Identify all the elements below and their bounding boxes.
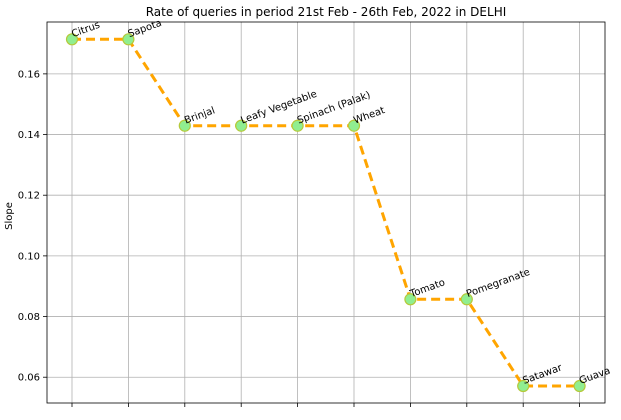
data-point — [122, 33, 135, 46]
data-point — [517, 379, 530, 393]
point-label: Satawar — [521, 362, 564, 387]
data-point — [404, 293, 417, 306]
plot-frame — [46, 21, 606, 404]
point-label: Tomato — [408, 277, 447, 300]
y-tick-label: 0.14 — [18, 130, 40, 141]
data-point — [178, 119, 191, 132]
data-point — [235, 119, 248, 132]
data-points — [65, 33, 586, 393]
point-label: Brinjal — [183, 105, 217, 126]
data-point — [291, 119, 304, 132]
y-tick-label: 0.08 — [18, 312, 40, 323]
y-tick-label: 0.16 — [18, 69, 40, 80]
chart-title: Rate of queries in period 21st Feb - 26t… — [146, 5, 507, 19]
y-axis-label: Slope — [4, 202, 15, 230]
y-tick-label: 0.10 — [18, 251, 40, 262]
point-label: Sapota — [127, 18, 164, 40]
point-label: Citrus — [70, 20, 101, 40]
grid-lines — [47, 22, 605, 403]
point-label: Guava — [578, 365, 612, 386]
point-label: Wheat — [352, 105, 386, 126]
y-tick-label: 0.12 — [18, 191, 40, 202]
point-label: Pomegranate — [465, 267, 532, 300]
series-line — [72, 37, 580, 388]
series-polyline — [72, 37, 580, 388]
data-point — [460, 293, 473, 306]
data-point — [347, 119, 361, 132]
y-tick-label: 0.06 — [18, 373, 40, 384]
data-point — [65, 33, 79, 46]
y-axis: 0.06 0.08 0.10 0.12 0.14 0.16 — [18, 69, 47, 384]
data-point — [573, 379, 586, 393]
x-axis — [71, 403, 580, 407]
